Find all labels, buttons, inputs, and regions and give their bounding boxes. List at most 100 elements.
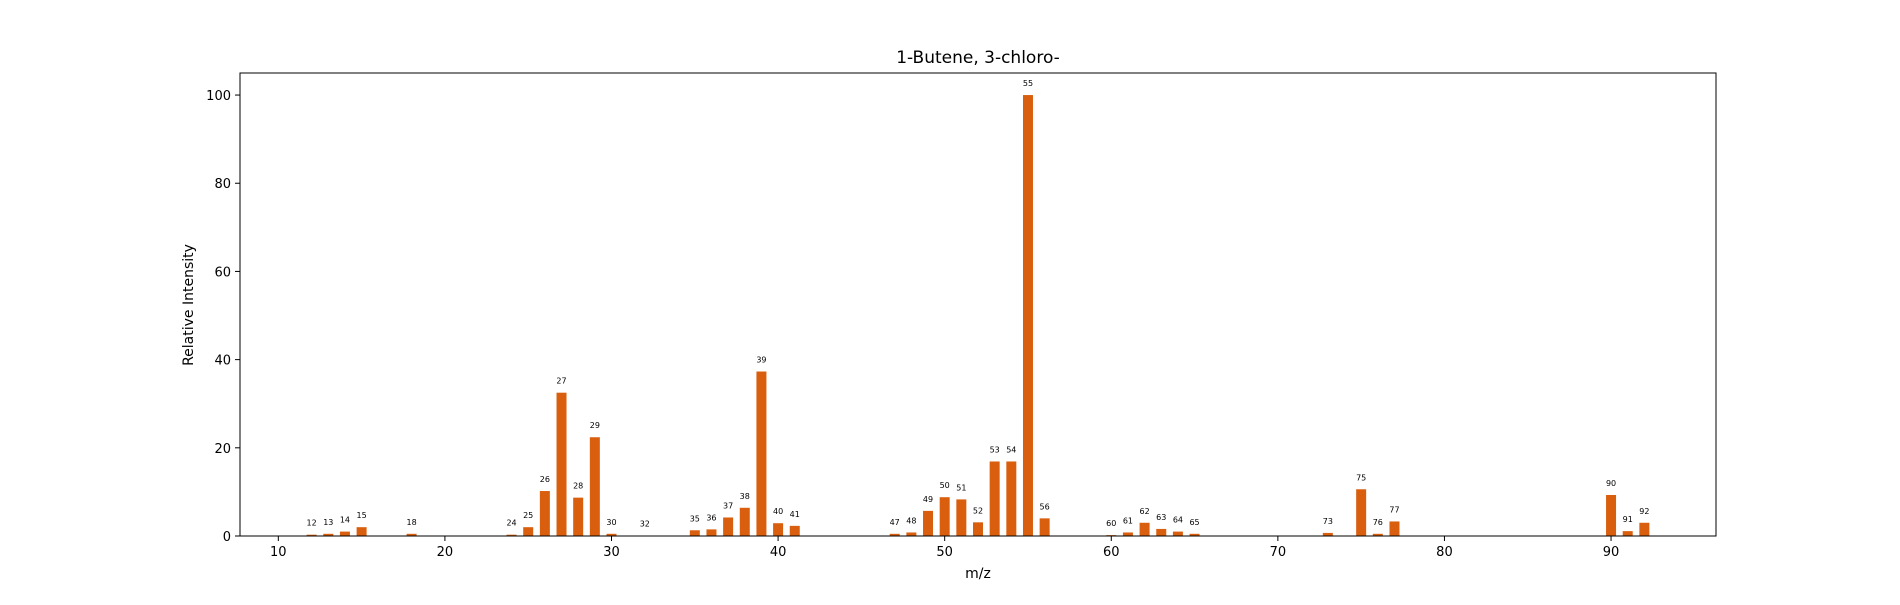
bar-mz-39	[756, 372, 766, 536]
bar-label-mz-65: 65	[1189, 518, 1199, 527]
bar-label-mz-49: 49	[923, 495, 933, 504]
bar-mz-38	[740, 508, 750, 536]
bar-label-mz-39: 39	[756, 356, 766, 365]
bar-mz-37	[723, 517, 733, 536]
bar-label-mz-18: 18	[406, 518, 416, 527]
bar-mz-28	[573, 498, 583, 536]
bar-mz-52	[973, 522, 983, 536]
bar-label-mz-73: 73	[1323, 517, 1333, 526]
y-tick-label: 100	[206, 89, 231, 104]
bar-label-mz-90: 90	[1606, 479, 1616, 488]
x-axis-ticks: 10 20 30 40 50 60 70 80 90	[270, 536, 1619, 560]
bar-mz-90	[1606, 495, 1616, 536]
bar-mz-64	[1173, 532, 1183, 536]
bar-label-mz-28: 28	[573, 482, 583, 491]
bar-mz-53	[990, 461, 1000, 536]
chart-title: 1-Butene, 3-chloro-	[896, 48, 1060, 68]
bar-label-mz-32: 32	[640, 520, 650, 529]
bar-label-mz-77: 77	[1389, 505, 1399, 514]
bar-label-mz-91: 91	[1623, 515, 1633, 524]
bar-mz-14	[340, 532, 350, 536]
bar-label-mz-14: 14	[340, 516, 350, 525]
x-tick-label: 80	[1436, 545, 1453, 560]
bar-label-mz-54: 54	[1006, 445, 1016, 454]
bar-mz-61	[1123, 532, 1133, 536]
bar-label-mz-47: 47	[890, 518, 900, 527]
bar-label-mz-50: 50	[940, 481, 950, 490]
bar-mz-55	[1023, 95, 1033, 536]
bar-label-mz-55: 55	[1023, 79, 1033, 88]
bar-label-mz-64: 64	[1173, 516, 1183, 525]
bar-mz-40	[773, 523, 783, 536]
bar-label-mz-63: 63	[1156, 513, 1166, 522]
bar-label-mz-27: 27	[556, 377, 566, 386]
bar-label-mz-36: 36	[706, 513, 716, 522]
bar-mz-25	[523, 527, 533, 536]
bar-label-mz-53: 53	[990, 445, 1000, 454]
bar-mz-29	[590, 437, 600, 536]
bar-label-mz-75: 75	[1356, 473, 1366, 482]
bar-mz-56	[1040, 518, 1050, 536]
x-tick-label: 10	[270, 545, 287, 560]
x-tick-label: 40	[770, 545, 787, 560]
bar-label-mz-13: 13	[323, 518, 333, 527]
bar-label-mz-61: 61	[1123, 516, 1133, 525]
bars-layer	[307, 95, 1650, 536]
y-tick-label: 20	[214, 442, 231, 457]
bar-label-mz-92: 92	[1639, 507, 1649, 516]
y-tick-label: 40	[214, 354, 231, 369]
bar-mz-27	[557, 393, 567, 536]
bar-label-mz-60: 60	[1106, 519, 1116, 528]
bar-label-mz-26: 26	[540, 475, 550, 484]
plot-area-frame	[240, 73, 1716, 536]
bar-label-mz-51: 51	[956, 483, 966, 492]
bar-mz-75	[1356, 489, 1366, 536]
bar-label-mz-24: 24	[506, 519, 516, 528]
bar-labels-layer: 12 13 14 15 18 24 25 26 27 28 29 30 32 35 36 37 38 39 40 41…	[307, 79, 1650, 529]
bar-mz-49	[923, 511, 933, 536]
x-tick-label: 70	[1270, 545, 1287, 560]
x-axis-label: m/z	[965, 566, 991, 582]
y-tick-label: 80	[214, 177, 231, 192]
bar-mz-26	[540, 491, 550, 536]
bar-mz-92	[1639, 523, 1649, 536]
bar-mz-62	[1140, 523, 1150, 536]
bar-mz-77	[1389, 521, 1399, 536]
bar-mz-50	[940, 497, 950, 536]
bar-label-mz-48: 48	[906, 516, 916, 525]
bar-label-mz-25: 25	[523, 511, 533, 520]
x-tick-label: 20	[437, 545, 454, 560]
x-tick-label: 90	[1603, 545, 1620, 560]
bar-mz-51	[956, 499, 966, 536]
x-tick-label: 60	[1103, 545, 1120, 560]
bar-label-mz-62: 62	[1139, 507, 1149, 516]
bar-label-mz-30: 30	[606, 518, 616, 527]
bar-mz-54	[1006, 461, 1016, 536]
y-tick-label: 0	[223, 530, 231, 545]
y-axis-label: Relative Intensity	[181, 244, 197, 366]
bar-label-mz-40: 40	[773, 507, 783, 516]
bar-mz-35	[690, 530, 700, 536]
bar-mz-15	[357, 527, 367, 536]
y-tick-label: 60	[214, 265, 231, 280]
y-axis-ticks: 0 20 40 60 80 100	[206, 89, 240, 545]
bar-mz-48	[906, 532, 916, 536]
bar-label-mz-35: 35	[690, 514, 700, 523]
bar-label-mz-76: 76	[1373, 518, 1383, 527]
x-tick-label: 50	[936, 545, 953, 560]
bar-mz-91	[1623, 531, 1633, 536]
bar-label-mz-12: 12	[307, 519, 317, 528]
bar-label-mz-37: 37	[723, 501, 733, 510]
x-tick-label: 30	[603, 545, 620, 560]
bar-mz-63	[1156, 529, 1166, 536]
bar-label-mz-29: 29	[590, 421, 600, 430]
bar-label-mz-38: 38	[740, 492, 750, 501]
bar-mz-36	[706, 529, 716, 536]
bar-label-mz-56: 56	[1040, 502, 1050, 511]
bar-mz-41	[790, 526, 800, 536]
bar-label-mz-41: 41	[790, 510, 800, 519]
bar-label-mz-52: 52	[973, 506, 983, 515]
bar-label-mz-15: 15	[357, 511, 367, 520]
